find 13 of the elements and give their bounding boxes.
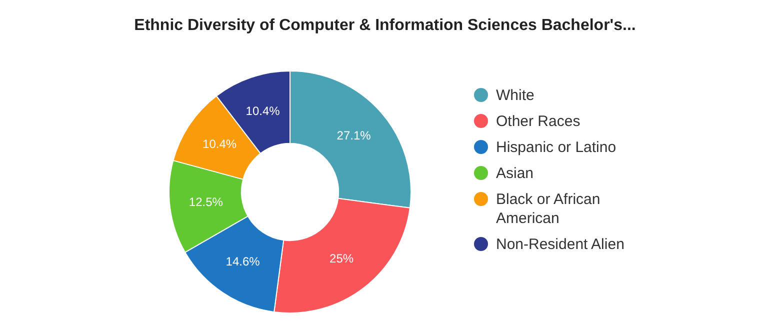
chart-title: Ethnic Diversity of Computer & Information Sciences Bachelor's... (133, 17, 637, 35)
legend-label: Hispanic or Latino (496, 138, 618, 157)
legend-label: Non-Resident Alien (496, 235, 626, 254)
data-label: 10.4% (246, 104, 280, 118)
data-label: 25% (330, 252, 354, 266)
data-label: 27.1% (336, 128, 372, 142)
legend-label: Black or African American (496, 190, 602, 228)
data-label: 14.6% (226, 254, 260, 269)
data-label: 12.5% (188, 195, 224, 210)
legend-label: Other Races (496, 112, 582, 131)
legend-label: White (496, 86, 536, 105)
legend-label: Asian (496, 164, 535, 183)
data-label: 10.4% (202, 137, 237, 152)
